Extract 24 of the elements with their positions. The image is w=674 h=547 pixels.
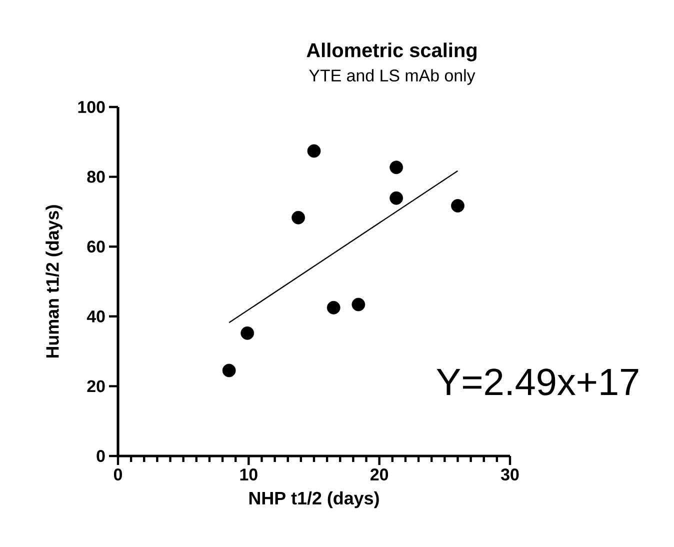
point [240,326,254,340]
chart-subtitle: YTE and LS mAb only [309,69,476,85]
y-axis-title: Human t1/2 (days) [46,205,62,358]
point [307,144,321,158]
y-tick-label: 100 [78,101,105,113]
point [390,191,404,205]
y-tick-label: 80 [87,170,105,183]
y-tick-label: 40 [86,310,105,322]
x-tick-label: 10 [240,468,258,481]
annotation: Y=2.49x+17 [436,368,638,396]
y-tick-label: 20 [87,380,105,392]
x-tick-label: 20 [370,468,388,481]
point [326,300,340,314]
chart-title: Allometric scaling [306,42,476,62]
point [352,298,366,312]
y-tick-label: 0 [96,450,105,462]
x-tick-label: 30 [500,468,519,481]
x-axis-title: NHP t1/2 (days) [249,491,379,508]
point [451,199,464,212]
point [222,364,236,378]
point [390,160,404,174]
x-tick-label: 0 [114,468,122,481]
y-tick-label: 60 [87,240,105,253]
point [292,210,306,224]
